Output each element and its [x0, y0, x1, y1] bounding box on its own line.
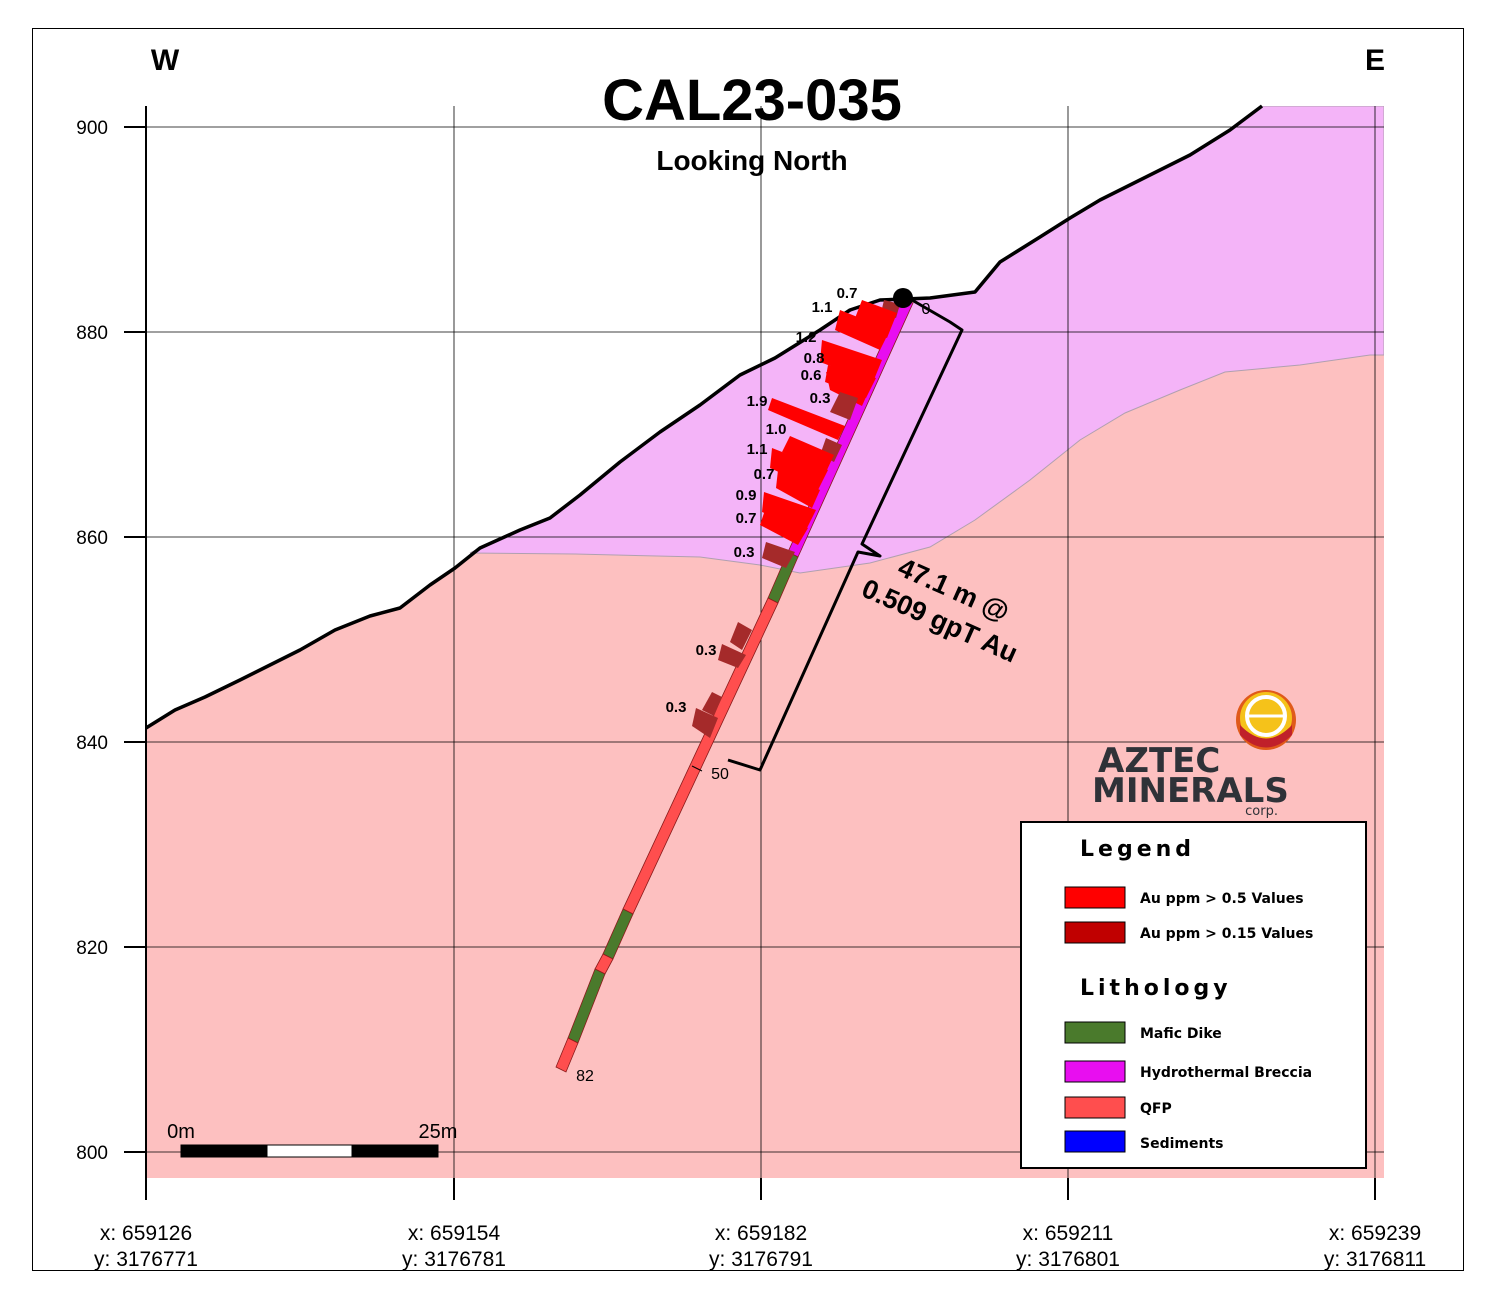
- northing-tick: y: 3176781: [402, 1248, 506, 1271]
- interval-bracket: [727, 298, 964, 772]
- assay-label: 1.9: [747, 393, 768, 410]
- legend-swatch: [1064, 921, 1126, 944]
- hole-segment-qfp-3: [555, 1037, 579, 1073]
- assay-label: 0.8: [804, 350, 825, 367]
- assay-label: 0.6: [801, 367, 822, 384]
- easting-tick: x: 659126: [100, 1222, 192, 1245]
- assay-label: 0.3: [734, 544, 755, 561]
- assay-label: 0.9: [736, 487, 757, 504]
- northing-tick: y: 3176801: [1016, 1248, 1120, 1271]
- assay-bars: [692, 300, 900, 738]
- legend-label: Mafic Dike: [1140, 1026, 1222, 1042]
- scale-bar: 0m 25m: [167, 1121, 458, 1158]
- legend-title: Legend: [1080, 837, 1195, 862]
- legend-swatch: [1064, 886, 1126, 909]
- logo-text: AZTEC: [1098, 741, 1220, 781]
- assay-label: 0.7: [754, 466, 775, 483]
- elevation-tick: 900: [76, 118, 108, 139]
- easting-tick: x: 659239: [1329, 1222, 1421, 1245]
- company-logo: AZTEC MINERALS corp.: [1092, 690, 1296, 819]
- easting-tick: x: 659182: [715, 1222, 807, 1245]
- section-title: CAL23-035: [602, 68, 902, 133]
- drill-hole: [555, 297, 914, 1073]
- assay-label: 0.3: [810, 390, 831, 407]
- legend-swatch: [1064, 1130, 1126, 1153]
- assay-label: 1.0: [766, 421, 787, 438]
- legend-label: Au ppm > 0.15 Values: [1140, 926, 1313, 942]
- assay-label: 0.7: [837, 285, 858, 302]
- scale-start-label: 0m: [167, 1121, 195, 1143]
- assay-label: 1.1: [812, 299, 833, 316]
- legend-label: Hydrothermal Breccia: [1140, 1065, 1312, 1081]
- elevation-tick: 820: [76, 938, 108, 959]
- legend-swatch: [1064, 1021, 1126, 1044]
- elevation-tick: 840: [76, 733, 108, 754]
- legend-label: QFP: [1140, 1101, 1172, 1117]
- topography-line: [145, 104, 1264, 730]
- depth-label: 50: [711, 766, 729, 783]
- direction-west: W: [151, 44, 180, 77]
- easting-tick: x: 659211: [1023, 1222, 1114, 1245]
- lithology-title: Lithology: [1080, 976, 1232, 1001]
- northing-tick: y: 3176791: [709, 1248, 813, 1271]
- assay-label: 1.2: [796, 329, 817, 346]
- legend: Legend Au ppm > 0.5 Values Au ppm > 0.15…: [1020, 821, 1367, 1169]
- section-subtitle: Looking North: [656, 145, 847, 176]
- easting-tick: x: 659154: [408, 1222, 501, 1245]
- logo-text: corp.: [1245, 804, 1278, 819]
- figure-frame: [32, 28, 1464, 1271]
- assay-label: 0.3: [666, 699, 687, 716]
- depth-label: 82: [576, 1068, 594, 1085]
- assay-label: 1.1: [747, 441, 768, 458]
- depth-label: 0: [922, 301, 931, 318]
- northing-tick: y: 3176811: [1324, 1248, 1426, 1271]
- legend-label: Sediments: [1140, 1136, 1223, 1152]
- axes: [124, 106, 1376, 1200]
- collar-marker: [893, 288, 913, 308]
- legend-label: Au ppm > 0.5 Values: [1140, 891, 1304, 907]
- elevation-tick: 860: [76, 528, 108, 549]
- interval-annotation: 47.1 m @ 0.509 gpT Au: [857, 552, 1022, 668]
- assay-label: 0.3: [696, 642, 717, 659]
- direction-east: E: [1365, 44, 1385, 77]
- northing-tick: y: 3176771: [94, 1248, 198, 1271]
- legend-swatch: [1064, 1096, 1126, 1119]
- logo-text: MINERALS: [1092, 771, 1289, 811]
- elevation-tick: 880: [76, 323, 108, 344]
- elevation-tick: 800: [76, 1143, 108, 1164]
- legend-swatch: [1064, 1060, 1126, 1083]
- scale-end-label: 25m: [419, 1121, 458, 1143]
- assay-label: 0.7: [736, 510, 757, 527]
